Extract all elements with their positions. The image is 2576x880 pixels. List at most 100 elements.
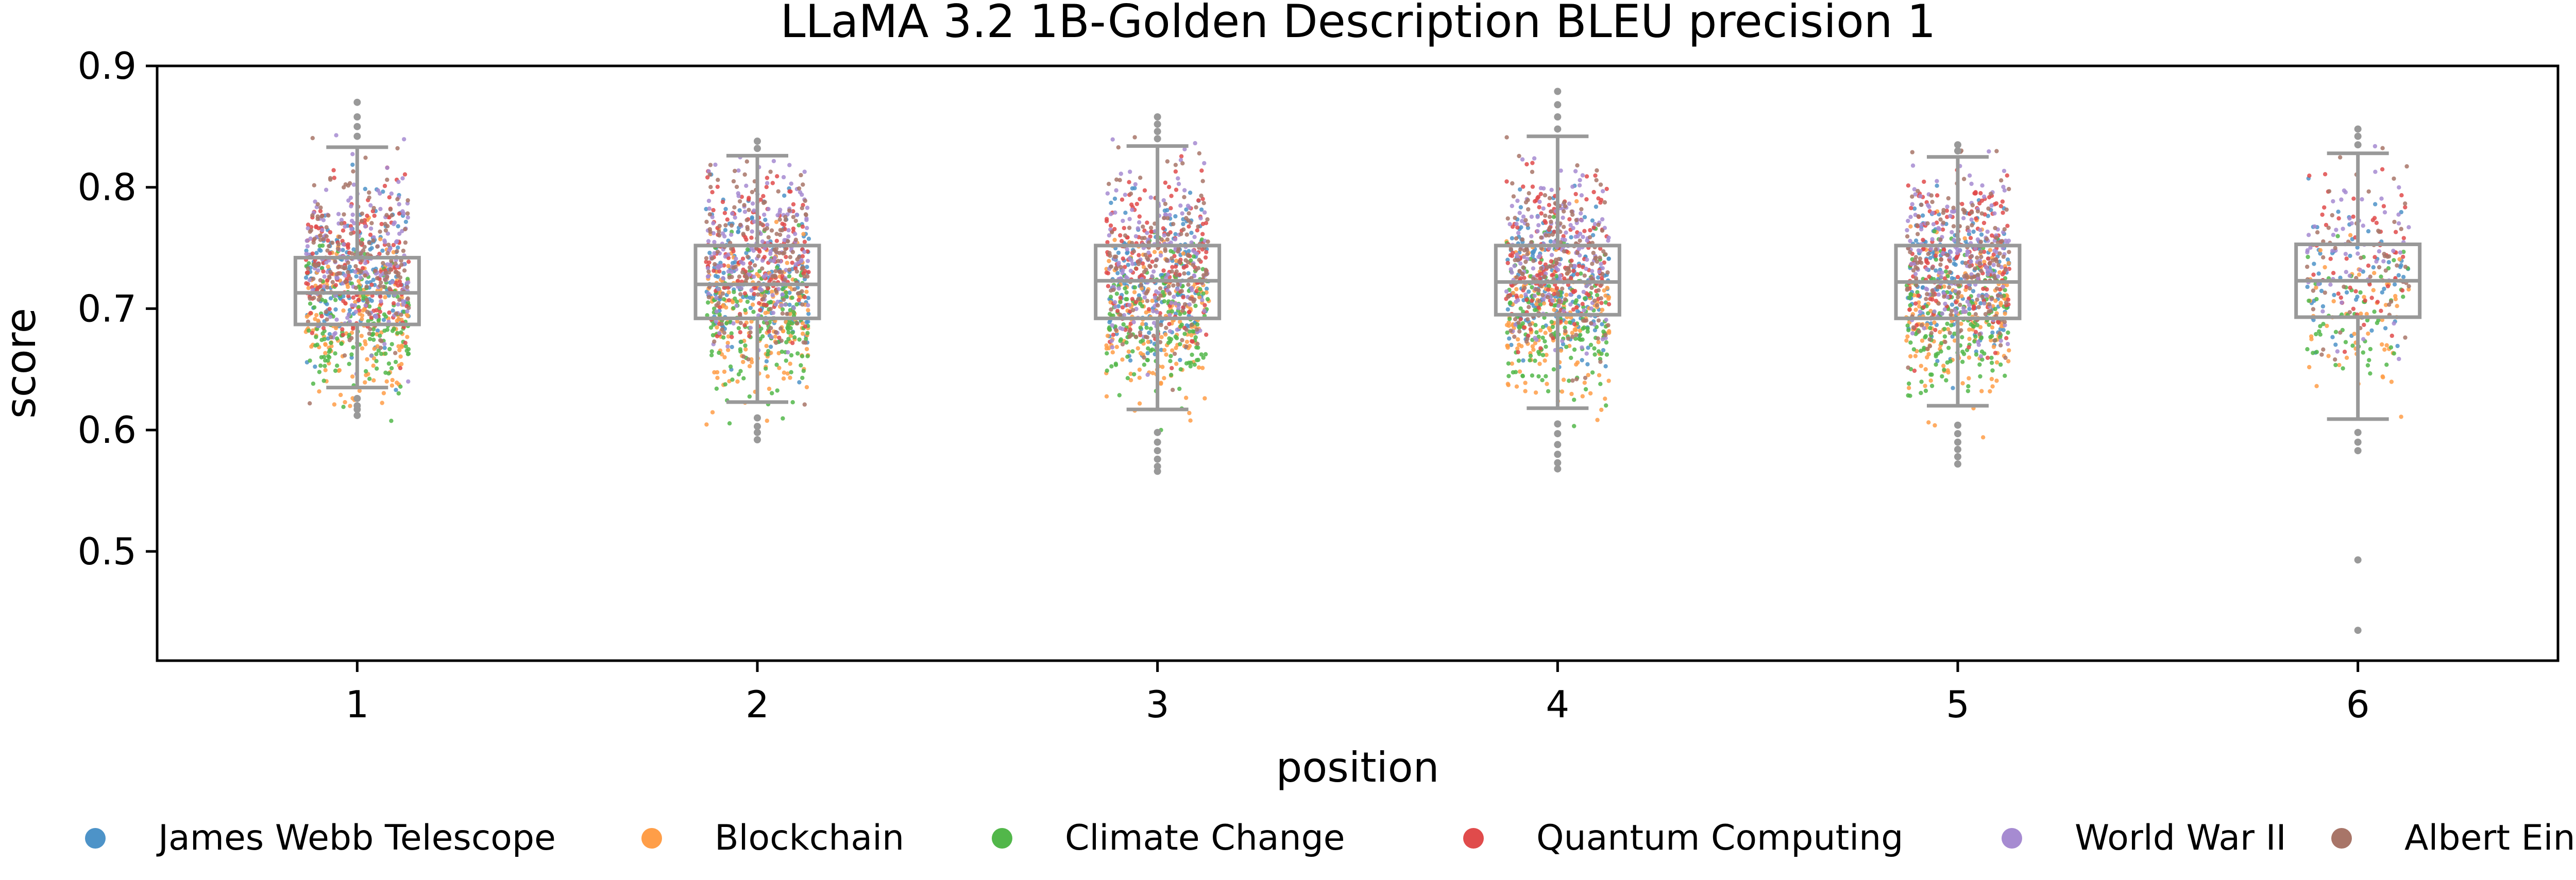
strip-point: [314, 264, 318, 268]
strip-point: [1941, 364, 1946, 368]
strip-point: [1978, 191, 1983, 196]
strip-point: [1168, 354, 1173, 358]
strip-point: [399, 330, 403, 335]
strip-point: [740, 256, 745, 261]
strip-point: [371, 364, 376, 368]
strip-point: [1201, 355, 1206, 360]
strip-point: [1960, 349, 1965, 354]
strip-point: [1535, 215, 1540, 219]
strip-point: [750, 302, 755, 307]
strip-point: [717, 264, 722, 269]
strip-point: [1184, 344, 1189, 349]
strip-point: [806, 312, 811, 316]
strip-point: [384, 213, 389, 217]
strip-point: [750, 215, 755, 220]
strip-point: [1105, 368, 1109, 373]
strip-point: [1936, 301, 1941, 306]
strip-point: [1945, 253, 1950, 257]
strip-point: [1914, 283, 1919, 288]
strip-point: [706, 198, 711, 203]
strip-point: [1908, 303, 1912, 308]
strip-point: [1923, 367, 1928, 372]
strip-point: [1952, 237, 1956, 243]
strip-point: [373, 268, 378, 273]
strip-point: [1153, 295, 1158, 300]
strip-point: [1191, 263, 1196, 267]
strip-point: [1521, 214, 1526, 219]
strip-point: [2337, 363, 2342, 368]
strip-point: [367, 337, 372, 341]
strip-point: [1150, 347, 1155, 352]
strip-point: [1981, 435, 1986, 440]
strip-point: [1596, 275, 1601, 280]
strip-point: [375, 366, 379, 371]
strip-point: [2312, 262, 2316, 266]
strip-point: [1201, 291, 1206, 296]
strip-point: [1942, 294, 1946, 299]
strip-point: [1580, 358, 1584, 363]
strip-point: [716, 287, 721, 291]
strip-point: [1127, 217, 1132, 221]
strip-point: [777, 217, 782, 222]
strip-point: [1192, 297, 1197, 302]
strip-point: [1120, 357, 1125, 362]
strip-point: [1975, 323, 1980, 327]
strip-point: [757, 269, 762, 273]
strip-point: [802, 250, 807, 254]
strip-point: [2364, 312, 2369, 316]
strip-point: [1190, 352, 1194, 357]
strip-point: [1929, 246, 1934, 251]
strip-point: [2318, 251, 2323, 256]
strip-point: [396, 391, 401, 396]
strip-point: [1200, 179, 1205, 183]
strip-point: [1169, 194, 1174, 198]
strip-point: [2362, 322, 2366, 327]
strip-point: [1132, 285, 1138, 290]
strip-point: [1582, 273, 1587, 278]
strip-point: [1997, 331, 2002, 336]
strip-point: [1105, 240, 1110, 245]
strip-point: [2002, 188, 2007, 193]
strip-point: [2001, 184, 2006, 189]
strip-point: [1989, 338, 1993, 343]
strip-point: [1918, 309, 1923, 314]
strip-point: [307, 261, 311, 266]
strip-point: [1115, 308, 1120, 313]
strip-point: [2369, 328, 2374, 333]
strip-point: [1537, 199, 1542, 204]
strip-point: [1161, 268, 1166, 273]
strip-point: [1598, 255, 1602, 260]
strip-point: [1994, 235, 1998, 240]
strip-point: [2371, 288, 2376, 292]
strip-point: [1506, 323, 1511, 328]
strip-point: [1941, 251, 1945, 255]
strip-point: [1518, 261, 1523, 266]
strip-point: [1991, 252, 1996, 257]
strip-point: [1591, 225, 1596, 230]
strip-point: [1580, 394, 1585, 399]
strip-point: [1127, 303, 1132, 307]
strip-point: [1606, 302, 1612, 306]
strip-point: [1575, 360, 1580, 365]
strip-point: [400, 176, 405, 181]
strip-point: [779, 303, 784, 308]
strip-point: [1522, 275, 1527, 280]
strip-point: [1202, 161, 1207, 166]
strip-point: [333, 351, 337, 356]
strip-point: [1596, 196, 1601, 201]
strip-point: [786, 326, 790, 332]
strip-point: [1563, 204, 1568, 209]
strip-point: [2318, 248, 2323, 253]
strip-point: [1182, 332, 1187, 336]
strip-point: [1911, 325, 1916, 330]
strip-point: [780, 287, 785, 291]
strip-point: [2365, 363, 2370, 368]
strip-point: [1134, 202, 1139, 206]
strip-point: [1118, 296, 1123, 300]
strip-point: [1539, 235, 1544, 240]
strip-point: [1990, 384, 1995, 389]
strip-point: [1987, 322, 1991, 327]
strip-point: [1186, 282, 1191, 287]
strip-point: [312, 296, 316, 300]
strip-point: [751, 248, 756, 253]
